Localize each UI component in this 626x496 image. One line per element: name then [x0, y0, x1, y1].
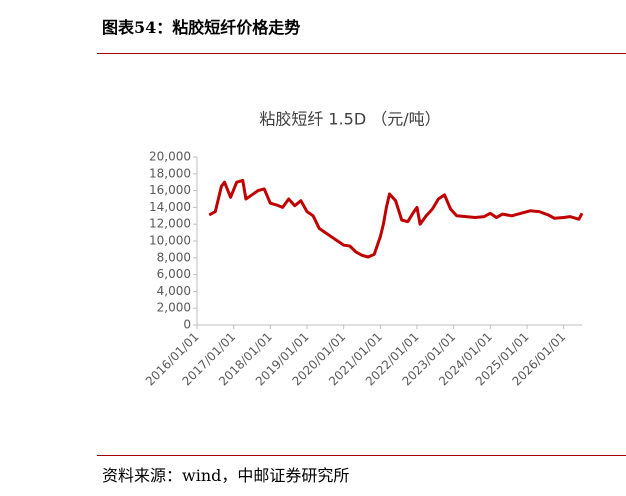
rule: [97, 53, 626, 54]
y-tick-label: 6,000: [157, 267, 191, 281]
y-tick-label: 4,000: [157, 284, 191, 298]
y-tick-label: 20,000: [149, 150, 191, 164]
chart-title: 粘胶短纤 1.5D （元/吨）: [259, 110, 440, 129]
y-tick-label: 2,000: [157, 301, 191, 315]
y-tick-label: 12,000: [149, 217, 191, 231]
y-tick-label: 16,000: [149, 183, 191, 197]
y-tick-label: 10,000: [149, 234, 191, 248]
y-tick-label: 18,000: [149, 166, 191, 180]
source-note: 资料来源：wind，中邮证券研究所: [102, 466, 350, 485]
y-tick-label: 14,000: [149, 200, 191, 214]
figure-caption: 图表54：粘胶短纤价格走势: [102, 18, 301, 37]
y-tick-label: 0: [183, 318, 191, 332]
rule: [97, 455, 626, 456]
y-tick-label: 8,000: [157, 250, 191, 264]
data-line: [208, 179, 584, 259]
